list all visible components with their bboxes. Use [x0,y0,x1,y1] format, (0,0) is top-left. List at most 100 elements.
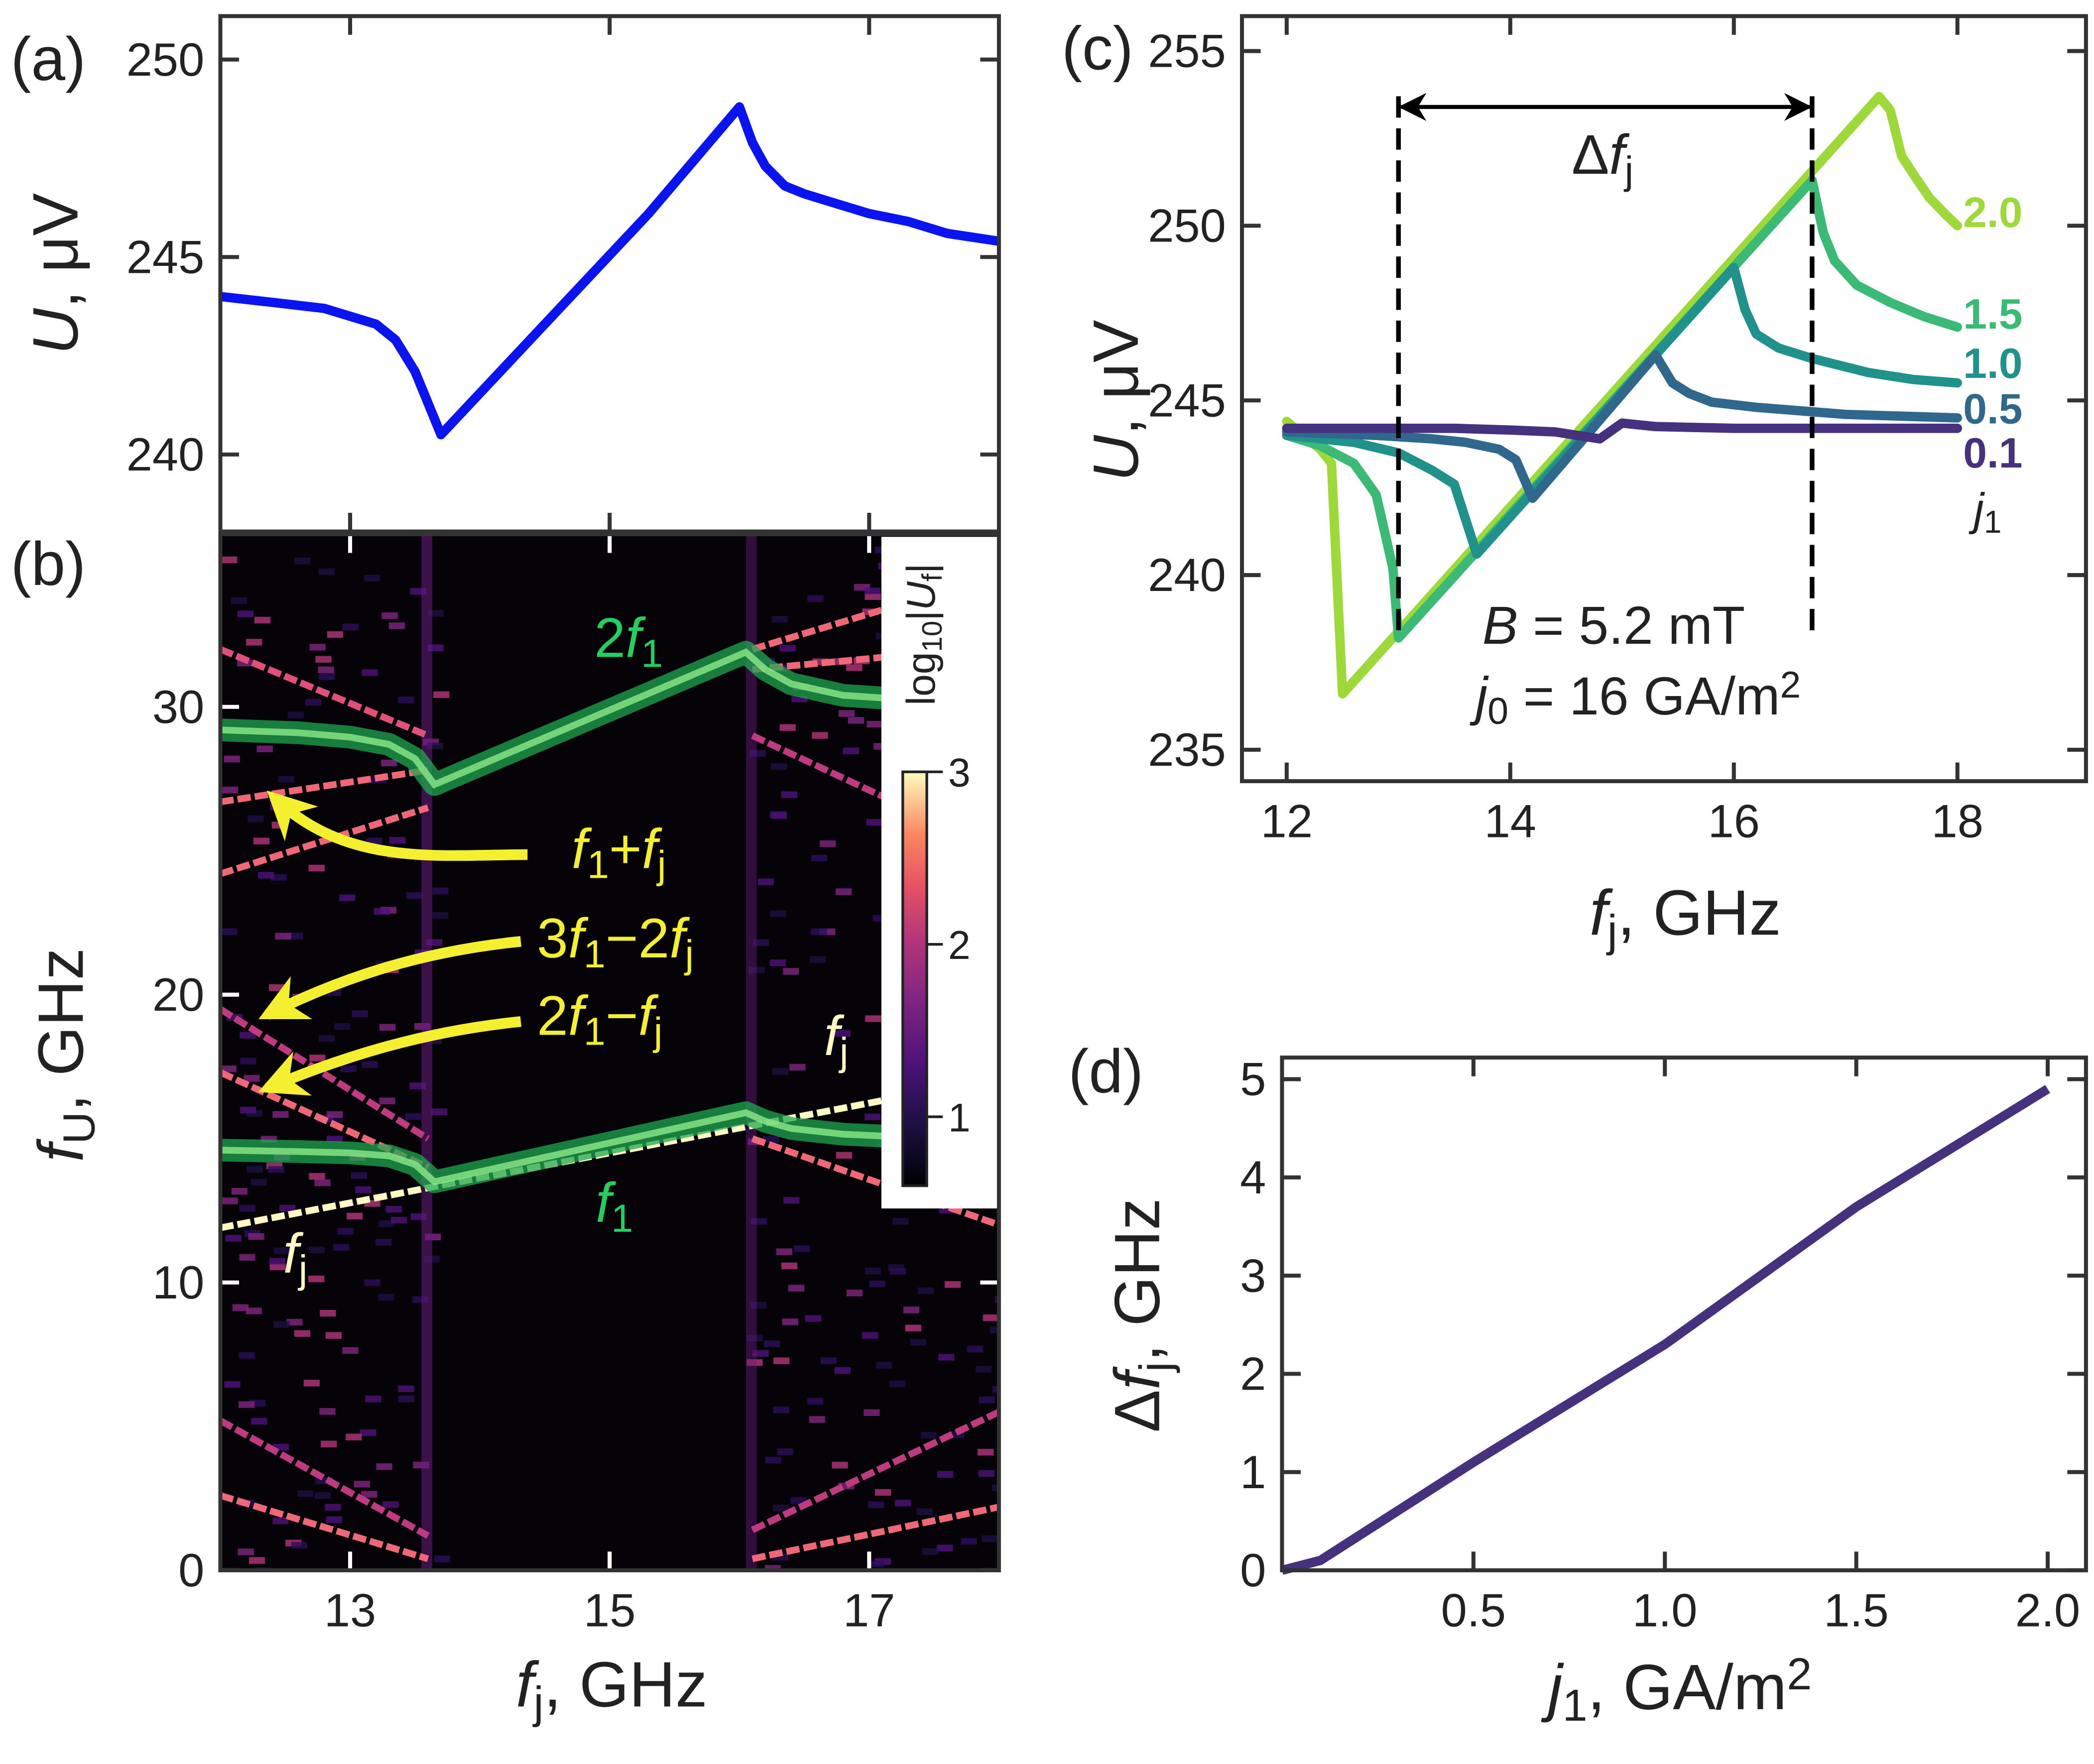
heatmap-cell [864,1268,881,1275]
heatmap-cell [389,837,406,844]
heatmap-cell [763,1340,780,1347]
heatmap-cell [321,1440,337,1448]
label-part: −2 [606,907,669,969]
label-part: j [839,1030,849,1073]
heatmap-cell [239,1352,255,1359]
y-tick-label: 0 [178,1544,204,1596]
heatmap-cell [432,912,449,919]
line-series-j1-1.0 [1282,263,1963,559]
heatmap-cell [272,1517,289,1525]
heatmap-ridge [220,804,429,877]
heatmap-cell [976,1366,992,1373]
heatmap-cell [287,711,304,718]
annotation-arrow [258,936,521,1020]
heatmap-cell [773,1357,790,1364]
heatmap-cell [246,1166,263,1173]
heatmap-cell [375,1239,392,1246]
heatmap-cell [834,1367,851,1374]
label-part: j [1969,484,1985,535]
heatmap-cell [406,892,423,899]
colorbar [901,770,928,1187]
heatmap-cell [382,1501,399,1508]
y-tick-label: 20 [152,968,204,1021]
heatmap-cell [334,1023,351,1030]
heatmap-cell [239,1401,255,1408]
heatmap-cell [342,1347,359,1354]
heatmap-cell [268,1166,284,1173]
heatmap-ridge [220,646,430,739]
heatmap-cell [994,1296,999,1303]
heatmap-cell [945,1281,961,1288]
heatmap-cell [846,664,862,671]
parameter-annotation: B = 5.2 mT [1482,595,1745,655]
y-tick-label: 10 [152,1256,204,1308]
heatmap-ridge [751,1135,999,1228]
heatmap-cell [777,1448,793,1455]
heatmap-annotation: f1+fj [572,817,666,886]
x-tick-label: 14 [1484,795,1536,847]
heatmap-cell [862,1332,878,1339]
label-part: 0 [1487,690,1508,732]
label-part: = 5.2 mT [1518,595,1745,655]
heatmap-cell [224,755,240,763]
y-tick-label: 250 [1148,200,1226,252]
label-part: U [54,1112,104,1144]
label-part: U [899,581,944,610]
heatmap-cell [347,1212,363,1220]
heatmap-cell [333,1244,350,1251]
heatmap-cell [807,595,824,602]
heatmap-cell [303,1380,320,1387]
heatmap-cell [251,1417,267,1425]
heatmap-cell [398,697,414,704]
annotation-arrow [258,1016,521,1096]
heatmap-cell [339,894,356,901]
line-series [1281,1085,2050,1575]
heatmap-cell [309,644,326,651]
heatmap-cell [286,1318,303,1326]
heatmap-cell [889,1380,905,1388]
panel-label: (d) [1068,1037,1143,1106]
panel-c [1282,92,1963,699]
x-axis-label: j1, GA/m2 [1541,1648,1812,1730]
heatmap-cell [237,610,253,617]
heatmap-cell [337,1228,354,1235]
label-part: | [899,610,944,621]
heatmap-cell [843,747,859,754]
x-tick-label: 18 [1932,795,1983,847]
x-axis-label: fj, GHz [516,1648,708,1728]
heatmap-cell [783,1197,800,1204]
line-series-j1-0.5 [1282,350,1963,503]
heatmap-cell [308,1246,325,1254]
y-tick-label: 240 [1148,549,1226,601]
y-axis-label: Δfj, GHz [1102,1198,1181,1432]
heatmap-cell [231,597,247,604]
heatmap-cell [812,732,828,739]
label-part: , GHz [25,948,97,1112]
heatmap-cell [239,1205,256,1212]
heatmap-cell [320,1309,336,1317]
heatmap-cell [378,1220,395,1227]
heatmap-cell [770,812,787,819]
heatmap-cell [240,1106,256,1114]
label-part: 2 [1780,664,1801,706]
heatmap-cell [279,1205,296,1212]
colorbar-label: log10|Uf| [899,563,948,706]
annotation-arrow [266,790,528,861]
heatmap-cell [805,1315,822,1322]
label-part: j [1606,906,1617,956]
heatmap-cell [433,691,450,698]
panel-d-frame [1280,1056,2088,1572]
heatmap-cell [319,1035,335,1042]
heatmap-cell [848,717,864,724]
heatmap-cell [224,1381,241,1388]
heatmap-cell [319,1408,336,1415]
heatmap-cell [810,956,826,963]
y-tick-label: 240 [126,428,205,480]
heatmap-band [421,534,432,1570]
heatmap-cell [364,575,380,582]
heatmap-cell [297,1490,314,1497]
line-series-j1-2.0 [1282,92,1963,699]
heatmap-cell [308,864,325,872]
heatmap-cell [868,1501,884,1509]
heatmap-cell [836,1152,853,1159]
